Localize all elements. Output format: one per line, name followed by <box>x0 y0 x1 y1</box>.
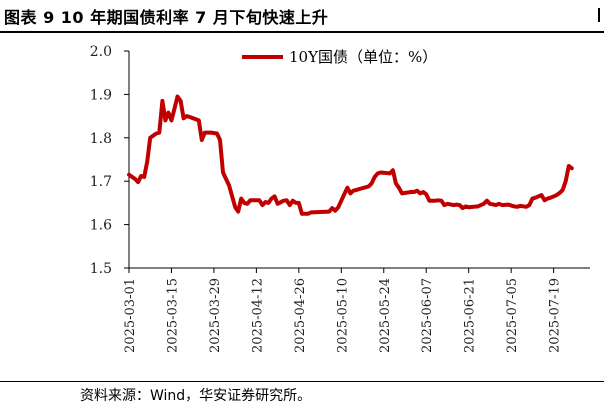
source-rule <box>0 381 604 382</box>
corner-mark <box>598 8 604 22</box>
series-line-10y-treasury-yield <box>127 94 574 216</box>
x-tick-label: 2025-03-29 <box>208 278 223 353</box>
y-tick-label: 1.7 <box>90 174 112 190</box>
x-tick-label: 2025-05-24 <box>378 278 393 353</box>
chart-title: 图表 9 10 年期国债利率 7 月下旬快速上升 <box>4 8 329 27</box>
y-tick-label: 1.5 <box>90 261 112 277</box>
source-note: 资料来源：Wind，华安证券研究所。 <box>80 388 312 404</box>
x-tick-label: 2025-06-21 <box>463 278 478 353</box>
x-tick-label: 2025-05-10 <box>335 278 350 353</box>
y-tick-label: 2.0 <box>90 44 112 60</box>
x-tick-label: 2025-04-26 <box>293 278 308 353</box>
x-axis: 2025-03-01 2025-03-15 2025-03-29 2025-04-12… <box>123 267 590 353</box>
x-tick-label: 2025-07-19 <box>548 278 563 353</box>
line-chart: 10Y国债（单位：%） 1.5 1.6 1.7 1.8 1.9 2.0 2025-03-0… <box>90 44 590 353</box>
y-tick-label: 1.6 <box>90 218 112 234</box>
x-tick-label: 2025-03-01 <box>123 278 138 353</box>
y-axis: 1.5 1.6 1.7 1.8 1.9 2.0 <box>90 44 130 277</box>
x-tick-label: 2025-06-07 <box>420 278 435 353</box>
y-tick-label: 1.9 <box>90 87 112 103</box>
legend-label: 10Y国债（单位：%） <box>289 48 437 66</box>
title-rule <box>0 31 604 33</box>
x-tick-label: 2025-04-12 <box>250 278 265 353</box>
legend: 10Y国债（单位：%） <box>242 48 437 66</box>
x-tick-label: 2025-07-05 <box>505 278 520 353</box>
x-tick-label: 2025-03-15 <box>165 278 180 353</box>
y-tick-label: 1.8 <box>90 131 112 147</box>
